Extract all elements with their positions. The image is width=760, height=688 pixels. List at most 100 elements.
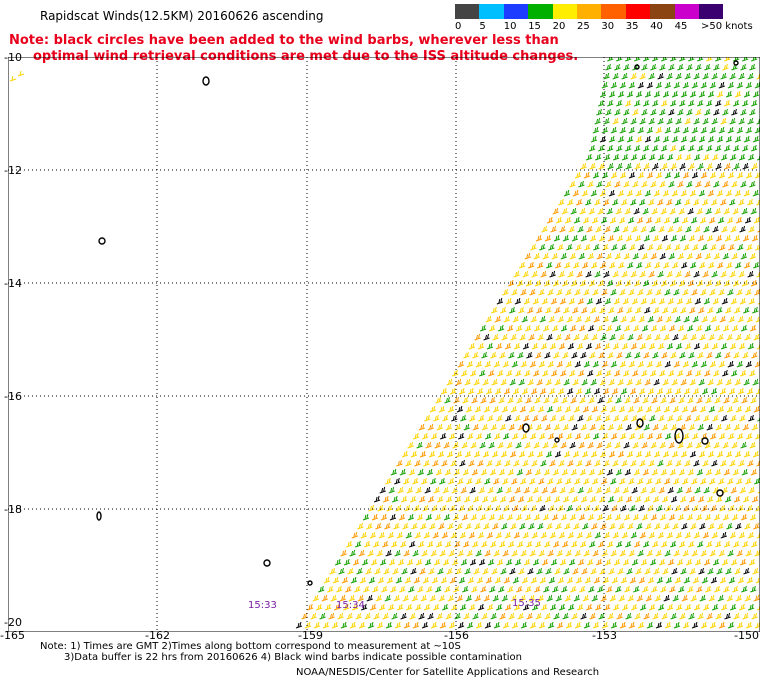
wind-barb <box>534 396 541 404</box>
wind-barb <box>509 378 516 386</box>
wind-barb <box>396 531 403 539</box>
wind-barb <box>570 468 577 476</box>
wind-barb <box>593 504 600 512</box>
wind-barb <box>736 81 743 89</box>
wind-barb <box>558 603 566 611</box>
wind-barb <box>596 180 603 188</box>
wind-barb <box>723 585 730 593</box>
wind-barb <box>482 450 490 458</box>
wind-barb <box>630 72 637 80</box>
wind-barb <box>414 531 421 539</box>
wind-barb <box>672 261 679 269</box>
wind-barb <box>730 414 737 422</box>
wind-barb <box>579 585 586 593</box>
wind-barb <box>709 288 716 296</box>
wind-barb <box>388 558 396 566</box>
wind-barb <box>596 513 604 521</box>
wind-barb <box>360 603 368 611</box>
wind-barb <box>360 531 367 539</box>
wind-barb <box>528 333 535 341</box>
wind-barb <box>520 621 528 629</box>
wind-barb <box>709 360 716 368</box>
wind-barb <box>629 315 636 323</box>
wind-barb <box>738 459 745 467</box>
wind-barb <box>643 57 650 62</box>
wind-barb <box>711 459 718 467</box>
wind-barb <box>609 261 616 269</box>
wind-barb <box>674 576 682 584</box>
wind-barb <box>495 603 503 611</box>
wind-barb <box>612 198 619 206</box>
wind-barb <box>744 594 751 602</box>
wind-barb <box>648 198 655 206</box>
wind-barb <box>714 396 721 404</box>
wind-barb <box>492 522 499 530</box>
wind-barb <box>695 180 702 188</box>
wind-barb <box>625 351 632 359</box>
wind-barb <box>442 414 449 422</box>
wind-barb <box>622 297 630 305</box>
wind-barb <box>587 441 594 449</box>
wind-barb <box>715 99 722 107</box>
wind-barb <box>606 279 614 287</box>
wind-barb <box>551 369 558 377</box>
wind-barb <box>514 558 522 566</box>
wind-barb <box>645 261 652 269</box>
wind-barb <box>525 585 532 593</box>
wind-barb <box>468 531 475 539</box>
wind-barb <box>499 540 506 548</box>
wind-barb <box>390 468 397 476</box>
wind-barb <box>593 243 600 251</box>
wind-barb <box>699 216 707 224</box>
wind-barb <box>681 594 688 602</box>
wind-barb <box>536 450 544 458</box>
wind-barb <box>383 567 390 575</box>
wind-barb <box>681 333 688 341</box>
wind-barb <box>589 144 596 152</box>
wind-barb <box>616 612 623 620</box>
wind-barb <box>473 378 480 386</box>
wind-barb <box>462 585 469 593</box>
wind-barb <box>557 387 565 395</box>
wind-barb <box>604 297 612 305</box>
wind-barb <box>472 495 480 503</box>
wind-barb <box>421 621 429 629</box>
wind-barb <box>493 621 501 629</box>
wind-barb <box>606 396 613 404</box>
wind-barb <box>324 603 332 611</box>
wind-barb <box>488 513 496 521</box>
wind-barb <box>661 99 668 107</box>
wind-barb <box>430 549 437 557</box>
wind-barb <box>499 423 506 431</box>
wind-barb <box>671 90 679 98</box>
wind-barb <box>588 279 596 287</box>
wind-barb <box>589 234 597 242</box>
wind-barb <box>706 99 713 107</box>
wind-barb <box>568 225 575 233</box>
wind-barb <box>542 324 550 332</box>
wind-barb <box>347 567 354 575</box>
wind-barb <box>722 108 729 116</box>
wind-barb <box>546 216 554 224</box>
wind-barb <box>621 153 629 161</box>
wind-barb <box>610 81 617 89</box>
wind-barb <box>751 612 758 620</box>
wind-barb <box>675 342 683 350</box>
wind-barb <box>717 261 724 269</box>
wind-barb <box>504 459 511 467</box>
wind-barb <box>361 558 369 566</box>
wind-barb <box>664 621 672 629</box>
legend-label: 5 <box>479 21 486 32</box>
wind-barb <box>562 423 569 431</box>
wind-barb <box>592 126 599 134</box>
wind-barb <box>646 288 653 296</box>
wind-barb <box>465 594 472 602</box>
wind-barb <box>748 486 755 494</box>
wind-barb <box>557 315 564 323</box>
wind-barb <box>742 234 750 242</box>
wind-barb <box>554 378 561 386</box>
wind-barb <box>318 585 325 593</box>
wind-barb <box>535 423 542 431</box>
wind-barb <box>539 315 546 323</box>
wind-barb <box>536 378 543 386</box>
